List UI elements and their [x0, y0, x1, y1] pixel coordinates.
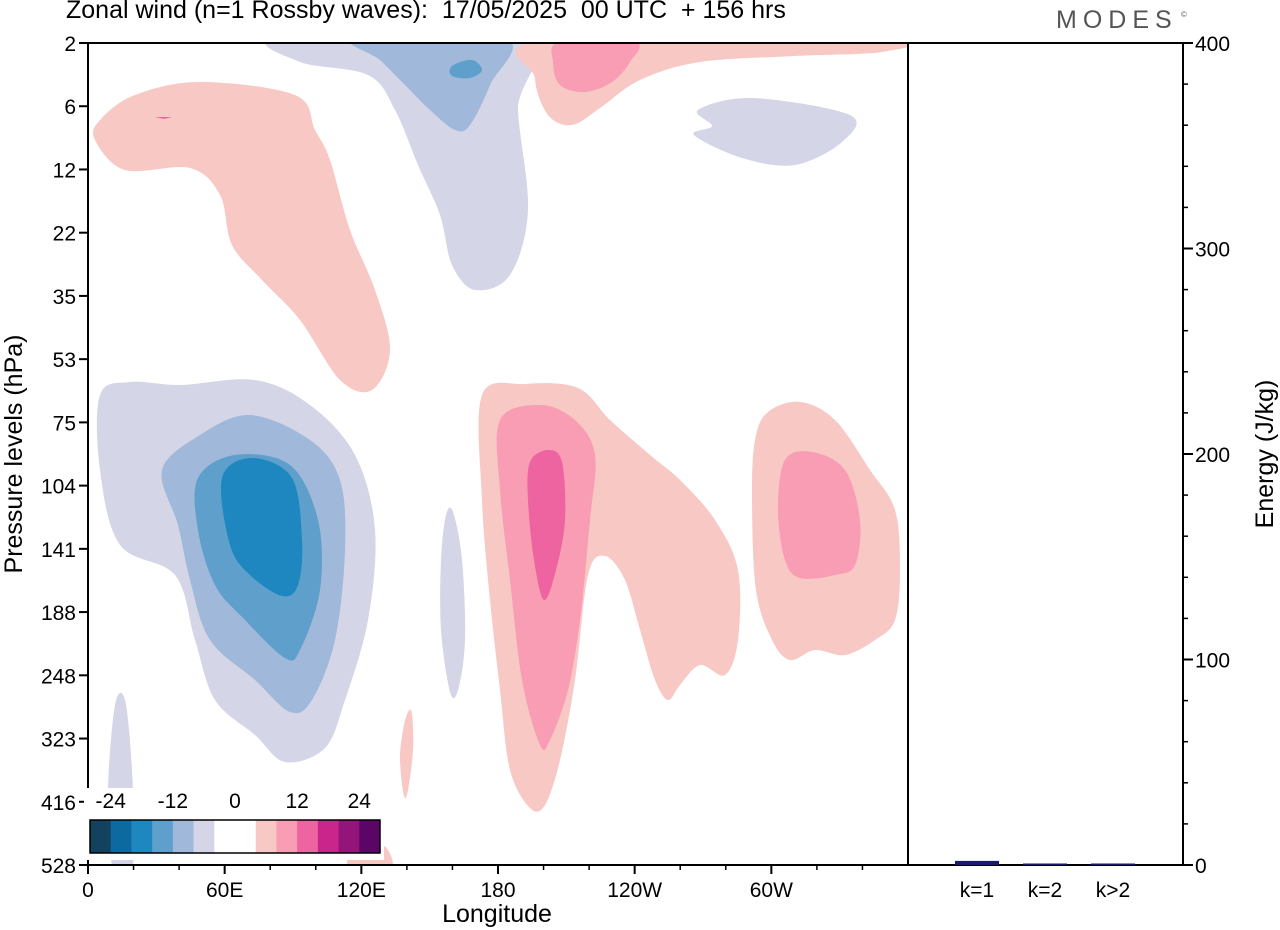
colorbar-swatch: [90, 820, 112, 853]
y-tick-label: 248: [41, 665, 76, 688]
contour-pos-dot: [155, 117, 172, 119]
y-tick-label: 12: [53, 159, 76, 182]
y-tick-label: 416: [41, 792, 76, 815]
colorbar-swatch: [317, 820, 339, 853]
colorbar-swatch: [193, 820, 215, 853]
energy-tick-label: 100: [1195, 650, 1230, 673]
y-tick-label: 188: [41, 602, 76, 625]
contour-pos-1: [92, 82, 391, 393]
y-tick-label: 53: [53, 349, 76, 372]
chart-title: Zonal wind (n=1 Rossby waves): 17/05/202…: [66, 0, 786, 24]
contour-pos-3: [551, 43, 640, 93]
energy-category-label: k>2: [1096, 879, 1130, 902]
x-axis: 0 60E 120E 180 120W 60W: [82, 865, 864, 902]
energy-bar: [1023, 863, 1067, 865]
y-tick-label: 528: [41, 855, 76, 878]
contour-pos-6: [527, 450, 566, 601]
colorbar-swatch: [297, 820, 319, 853]
y-tick-label: 323: [41, 729, 76, 752]
colorbar-label: 0: [229, 790, 241, 813]
y-tick-label: 104: [41, 476, 76, 499]
colorbar-swatch: [359, 820, 381, 853]
colorbar-swatch: [152, 820, 174, 853]
x-tick-label: 0: [82, 879, 94, 902]
brand-logo: MODES: [1056, 6, 1178, 34]
colorbar-swatch: [172, 820, 194, 853]
y-tick-label: 35: [53, 286, 76, 309]
y-axis-title: Pressure levels (hPa): [0, 335, 28, 574]
energy-tick-label: 400: [1195, 33, 1230, 56]
brand-mark: ©: [1181, 10, 1187, 19]
colorbar-label: 24: [348, 790, 372, 813]
x-tick-label: 60E: [206, 879, 243, 902]
colorbar-swatch: [338, 820, 360, 853]
contour-field: [92, 43, 908, 865]
colorbar-swatch: [255, 820, 277, 853]
bar-panel-frame: [907, 42, 1184, 866]
colorbar-swatch: [131, 820, 153, 853]
energy-bar: [955, 860, 999, 865]
energy-bar-panel: 0 100 200 300 400 k=1 k=2 k>2: [907, 33, 1230, 902]
y-tick-label: 2: [64, 33, 76, 56]
energy-tick-label: 200: [1195, 444, 1230, 467]
energy-category-label: k=1: [960, 879, 994, 902]
x-tick-label: 120E: [337, 879, 386, 902]
contour-neg-7: [449, 59, 483, 79]
x-tick-label: 60W: [750, 879, 793, 902]
colorbar-frame: [89, 819, 381, 854]
y-tick-label: 22: [53, 223, 76, 246]
y-tick-label: 75: [53, 412, 76, 435]
contour-pos-8: [778, 451, 861, 579]
colorbar-swatch: [110, 820, 132, 853]
contour-neg-8: [693, 97, 857, 166]
colorbar-label: 12: [285, 790, 308, 813]
colorbar: -24 -12 0 12 24: [84, 788, 384, 860]
energy-tick-label: 300: [1195, 239, 1230, 262]
y-axis: 2 6 12 22 35 53 75 104 141 188 248 323 416 528: [41, 33, 88, 878]
x-axis-title: Longitude: [442, 900, 552, 928]
energy-tick-label: 0: [1195, 855, 1207, 878]
y-tick-label: 6: [64, 96, 76, 119]
energy-axis-title: Energy (J/kg): [1251, 380, 1279, 529]
energy-bar: [1091, 863, 1135, 865]
x-tick-label: 120W: [607, 879, 662, 902]
colorbar-swatch: [235, 820, 257, 853]
colorbar-swatch: [276, 820, 298, 853]
contour-neg-9: [440, 507, 466, 699]
y-tick-label: 141: [41, 539, 76, 562]
x-tick-label: 180: [480, 879, 515, 902]
colorbar-swatch: [214, 820, 236, 853]
energy-category-label: k=2: [1028, 879, 1062, 902]
colorbar-label: -24: [96, 790, 127, 813]
contour-neg-4: [220, 458, 303, 597]
contour-pos-9: [399, 709, 414, 799]
colorbar-label: -12: [158, 790, 188, 813]
